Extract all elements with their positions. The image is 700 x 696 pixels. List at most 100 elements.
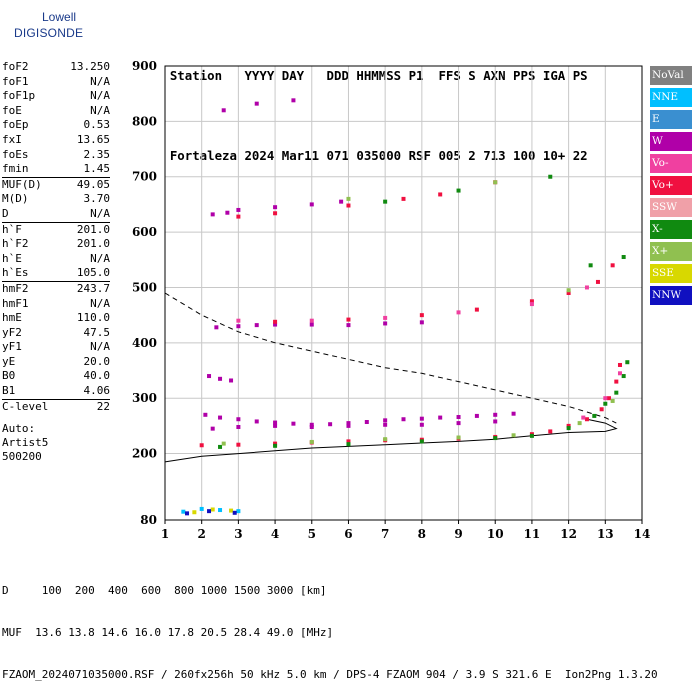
echo-point [236,318,241,323]
param-name: hmF1 [2,296,29,310]
param-row: foEs 2.35 [2,148,110,163]
param-name: h`E [2,251,22,265]
header-label-date: YYYY DAY [244,68,305,83]
header-value-time: 071 035000 RSF [326,148,431,163]
footer: D 100 200 400 600 800 1000 1500 3000 [km… [2,556,658,696]
ionogram-plot: 1 2 3 4 5 6 7 8 9 10 11 12 13 14802003004005006007008… [132,59,650,541]
echo-point [273,322,278,327]
echo-point [474,307,479,312]
param-row: h`F 201.0 [2,221,110,238]
logo-line1: Lowell [42,10,77,24]
param-row: MUF(D) 49.05 [2,176,110,193]
y-tick-label: 900 [132,59,157,73]
echo-point [548,174,553,179]
echo-point [309,439,314,444]
param-name: fmin [2,162,29,176]
param-row: fxI 13.65 [2,133,110,148]
x-tick-label: 2 [198,527,206,541]
param-name: D [2,206,9,220]
echo-point [346,442,351,447]
param-value: 201.0 [76,237,110,251]
param-row: B1 4.06 [2,384,110,399]
echo-point [346,421,351,426]
header-value-params: 005 2 713 100 10+ 22 [438,148,588,163]
param-name: foF1p [2,89,36,103]
echo-point [218,444,223,449]
echo-point [493,436,498,441]
legend-item: E [650,110,692,129]
footer-distance-row: D 100 200 400 600 800 1000 1500 3000 [km… [2,584,327,597]
echo-point [595,279,600,284]
param-value: 3.70 [83,192,111,206]
y-tick-label: 600 [132,225,157,239]
echo-point [273,211,278,216]
param-name: B0 [2,369,16,383]
digisonde-logo: Lowell DIGISONDE [2,4,112,48]
header-label-station: Station [169,68,223,83]
legend-item: X- [650,220,692,239]
y-tick-label: 800 [132,114,157,128]
echo-point [199,506,204,511]
y-tick-label: 200 [132,447,157,461]
param-row: B0 40.0 [2,369,110,384]
autoscale-line: 500200 [2,450,42,464]
echo-point [438,415,443,420]
echo-point [254,419,259,424]
param-name: C-level [2,399,49,413]
echo-point [383,422,388,427]
echo-point [566,291,571,295]
echo-point [203,412,208,417]
param-row: yF2 47.5 [2,326,110,341]
echo-point [383,199,388,204]
param-row: h`F2 201.0 [2,237,110,252]
echo-point [621,255,626,260]
param-row: D N/A [2,207,110,222]
echo-point [210,426,215,431]
echo-point [419,320,424,325]
param-name: hmE [2,311,22,325]
header-values: Fortaleza 2024 Mar11 071 035000 RSF 005 … [140,132,588,180]
echo-point [273,319,278,324]
echo-point [456,415,461,420]
echo-point [346,439,351,444]
x-tick-label: 10 [487,527,504,541]
echo-point [456,435,461,440]
param-value: N/A [90,74,110,88]
echo-point [383,418,388,423]
echo-point [592,413,597,418]
echo-point [273,423,278,428]
y-tick-label: 300 [132,391,157,405]
x-tick-label: 3 [234,527,242,541]
echo-point [493,419,498,424]
param-row: foF1p N/A [2,89,110,104]
param-row: foEp 0.53 [2,118,110,133]
echo-point [346,423,351,428]
echo-point [419,422,424,427]
param-value: 243.7 [76,281,110,295]
echo-point [577,421,582,426]
echo-point [181,509,186,514]
param-value: 110.0 [76,311,110,325]
echo-point [383,437,388,442]
echo-point [254,101,259,106]
echo-point [309,422,314,427]
param-name: fxI [2,132,22,146]
echo-point [273,205,278,210]
echo-point [218,508,223,513]
param-name: yF1 [2,340,22,354]
echo-point [474,413,479,418]
echo-point [346,317,351,322]
param-row: foF1 N/A [2,75,110,90]
echo-point [309,202,314,207]
echo-point [236,324,241,329]
param-value: 201.0 [76,222,110,236]
y-tick-label: 700 [132,170,157,184]
legend-item: X+ [650,242,692,261]
echo-point [185,511,190,516]
echo-point [529,299,534,304]
param-row: hmF2 243.7 [2,280,110,297]
param-value: 22 [96,399,110,413]
echo-point [199,443,204,448]
footer-file-info: FZAOM_2024071035000.RSF / 260fx256h 50 k… [2,668,658,681]
param-row: M(D) 3.70 [2,192,110,207]
